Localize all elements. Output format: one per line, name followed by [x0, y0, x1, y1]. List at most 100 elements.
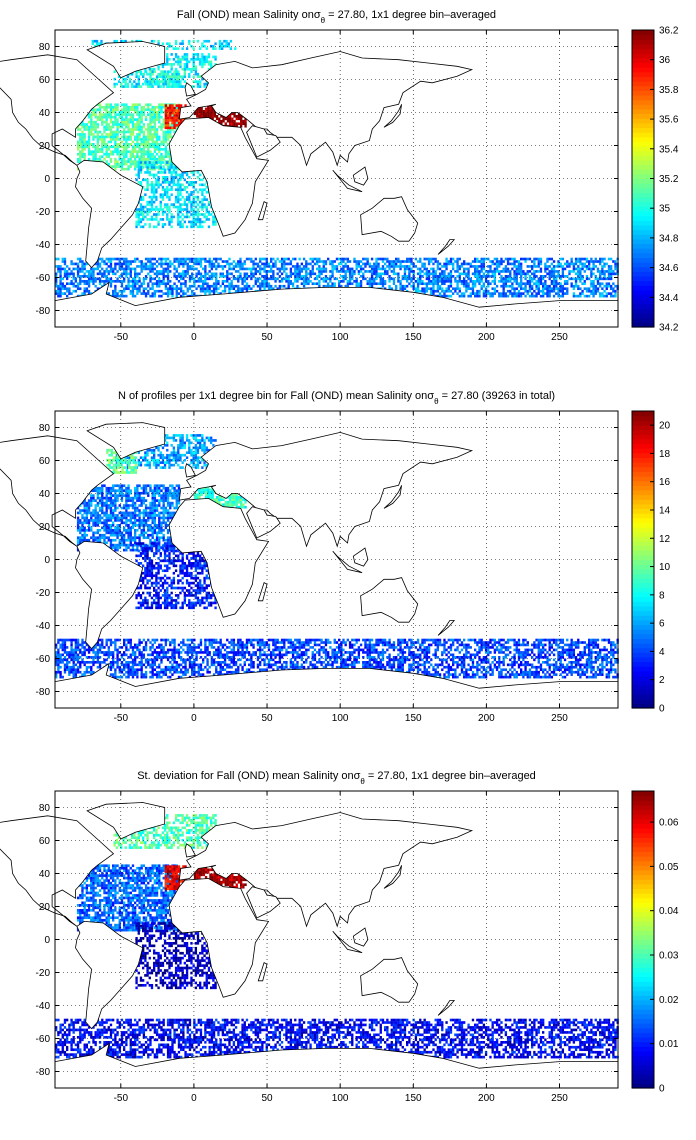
- data-bin: [183, 220, 187, 224]
- data-bin: [182, 270, 185, 273]
- data-bin: [522, 272, 525, 276]
- data-bin: [449, 284, 453, 288]
- data-bin: [94, 277, 97, 281]
- data-bin: [134, 145, 137, 149]
- data-bin: [419, 275, 422, 278]
- data-bin: [92, 267, 95, 271]
- data-bin: [81, 260, 84, 263]
- data-bin: [137, 77, 140, 81]
- data-bin: [504, 257, 508, 261]
- data-bin: [144, 265, 148, 268]
- data-bin: [278, 284, 282, 288]
- data-bin: [125, 148, 128, 151]
- data-bin: [175, 80, 178, 83]
- data-bin: [199, 277, 203, 281]
- data-bin: [188, 195, 191, 199]
- data-bin: [555, 292, 558, 295]
- data-bin: [142, 75, 145, 79]
- colorbar-segment: [632, 308, 654, 314]
- data-bin: [537, 282, 540, 286]
- data-bin: [592, 272, 595, 276]
- data-bin: [92, 110, 95, 114]
- data-bin: [392, 277, 396, 281]
- data-bin: [166, 165, 170, 168]
- data-bin: [155, 157, 159, 161]
- data-bin: [129, 143, 132, 146]
- data-bin: [137, 210, 140, 214]
- data-bin: [142, 213, 145, 216]
- data-bin: [137, 82, 140, 86]
- data-bin: [406, 260, 409, 263]
- data-bin: [201, 178, 204, 182]
- data-bin: [215, 280, 218, 283]
- data-bin: [147, 140, 150, 144]
- data-bin: [509, 275, 512, 278]
- data-bin: [579, 260, 582, 263]
- data-bin: [194, 218, 198, 221]
- data-bin: [188, 200, 191, 204]
- data-bin: [120, 82, 123, 86]
- data-bin: [142, 133, 146, 136]
- data-bin: [169, 162, 172, 166]
- data-bin: [180, 104, 183, 107]
- data-bin: [181, 42, 184, 46]
- data-bin: [144, 162, 148, 166]
- colorbar-tick-label: 35.4: [659, 144, 679, 155]
- data-bin: [467, 294, 470, 298]
- colorbar-segment: [632, 243, 654, 249]
- data-bin: [373, 265, 376, 268]
- data-bin: [105, 133, 108, 136]
- data-bin: [392, 267, 396, 271]
- data-bin: [237, 287, 240, 291]
- data-bin: [163, 190, 167, 194]
- data-bin: [164, 109, 168, 112]
- data-bin: [129, 133, 132, 136]
- data-bin: [146, 188, 149, 192]
- data-bin: [188, 67, 191, 71]
- data-bin: [205, 185, 208, 189]
- data-bin: [98, 118, 102, 121]
- data-bin: [458, 277, 461, 281]
- data-bin: [202, 115, 206, 118]
- data-bin: [162, 267, 165, 271]
- data-bin: [103, 262, 106, 266]
- data-bin: [177, 260, 181, 263]
- data-bin: [144, 215, 147, 219]
- data-bin: [125, 120, 128, 124]
- data-bin: [185, 171, 189, 174]
- data-bin: [254, 272, 257, 276]
- data-bin: [180, 262, 183, 266]
- data-bin: [390, 260, 393, 263]
- data-bin: [199, 220, 202, 224]
- data-bin: [149, 152, 152, 156]
- data-bin: [125, 103, 128, 107]
- data-bin: [68, 292, 71, 295]
- data-bin: [125, 105, 128, 109]
- data-bin: [192, 60, 195, 64]
- data-bin: [366, 257, 369, 261]
- data-bin: [172, 58, 176, 61]
- colorbar-tick-label: 35.2: [659, 174, 679, 185]
- data-bin: [478, 265, 481, 268]
- data-bin: [170, 173, 173, 177]
- data-bin: [140, 138, 143, 141]
- data-bin: [168, 58, 171, 61]
- data-bin: [480, 267, 483, 271]
- data-bin: [169, 265, 172, 268]
- data-bin: [454, 289, 457, 293]
- data-bin: [370, 282, 374, 286]
- data-bin: [63, 262, 67, 266]
- data-bin: [114, 115, 117, 119]
- data-bin: [579, 287, 582, 291]
- data-bin: [129, 108, 132, 112]
- data-bin: [243, 284, 246, 288]
- data-bin: [112, 289, 115, 293]
- data-bin: [539, 260, 543, 263]
- colorbar-segment: [632, 220, 654, 226]
- data-bin: [267, 265, 271, 268]
- data-bin: [237, 115, 241, 118]
- data-bin: [482, 257, 486, 261]
- data-bin: [218, 117, 221, 121]
- data-bin: [144, 157, 148, 161]
- data-bin: [423, 257, 426, 261]
